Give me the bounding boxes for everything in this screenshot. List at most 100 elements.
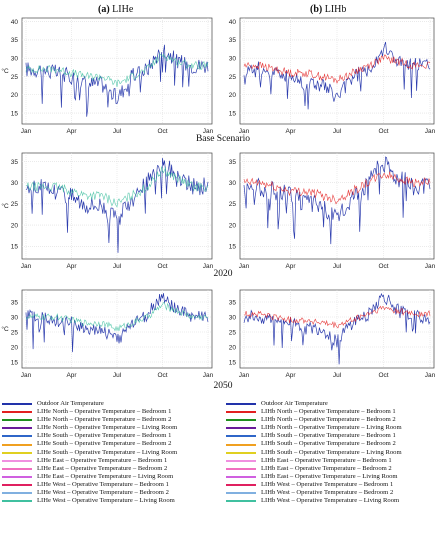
y-tick-label: 15 (11, 110, 19, 117)
series-line (243, 305, 431, 329)
legend-right-entry: LIHb West – Operative Temperature – Bedr… (226, 489, 402, 497)
y-tick-label: 15 (11, 244, 19, 251)
legend-right-entry: LIHb East – Operative Temperature – Livi… (226, 473, 402, 481)
column-letter-left: (a) (98, 4, 110, 15)
y-tick-label: 30 (11, 56, 19, 63)
chart-panel: 15 20 25 30 35 Jan Apr Jul Oct Jan (229, 152, 436, 270)
legend-label: LIHb South – Operative Temperature – Bed… (261, 432, 396, 440)
y-tick-label: 20 (229, 92, 237, 99)
legend-label: LIHb West – Operative Temperature – Livi… (261, 497, 400, 505)
legend-label: LIHe East – Operative Temperature – Bedr… (37, 464, 168, 472)
x-tick-label: Jul (333, 128, 342, 135)
legend-left: Outdoor Air Temperature LIHe North – Oper… (2, 400, 177, 505)
legend-swatch (2, 467, 32, 470)
legend-label: Outdoor Air Temperature (261, 400, 328, 407)
series-line (243, 156, 431, 245)
y-axis-label: °C (1, 325, 9, 333)
legend-swatch (226, 435, 256, 438)
legend-swatch (2, 435, 32, 438)
x-tick-label: Oct (157, 128, 167, 135)
legend-swatch (226, 403, 256, 406)
y-tick-label: 40 (11, 19, 19, 26)
column-name-right: LIHb (324, 4, 347, 15)
legend-swatch (226, 492, 256, 495)
series-line (25, 293, 209, 353)
x-tick-label: Jan (425, 128, 436, 135)
x-tick-label: Jan (203, 263, 214, 270)
y-tick-label: 25 (11, 329, 19, 336)
legend-right-entry: LIHb South – Operative Temperature – Liv… (226, 449, 402, 457)
x-tick-label: Apr (285, 128, 296, 135)
legend-right-entry: LIHb South – Operative Temperature – Bed… (226, 440, 402, 448)
legend-label: LIHe West – Operative Temperature – Livi… (37, 497, 175, 505)
x-tick-label: Apr (285, 263, 296, 270)
y-tick-label: 35 (229, 159, 237, 166)
series-line (25, 44, 209, 117)
legend-left-entry: LIHe South – Operative Temperature – Bed… (2, 432, 177, 440)
legend-left-entry: LIHe South – Operative Temperature – Bed… (2, 440, 177, 448)
x-tick-label: Jul (113, 128, 122, 135)
x-tick-label: Jan (203, 128, 214, 135)
y-tick-label: 35 (11, 159, 19, 166)
x-tick-label: Jul (333, 263, 342, 270)
chart-panel: 15 20 25 30 35 40 Jan Apr Jul Oct Jan (229, 17, 436, 135)
legend-label: LIHb West – Operative Temperature – Bedr… (261, 489, 394, 497)
legend-label: LIHb West – Operative Temperature – Bedr… (261, 480, 394, 488)
series-line (243, 54, 431, 84)
legend-right-entry: LIHb North – Operative Temperature – Liv… (226, 424, 402, 432)
x-tick-label: Oct (378, 263, 388, 270)
legend-swatch (2, 475, 32, 478)
legend-label: LIHb South – Operative Temperature – Bed… (261, 440, 396, 448)
series-line (243, 171, 431, 205)
y-tick-label: 20 (11, 344, 19, 351)
series-line (25, 166, 209, 208)
legend-right-entry: LIHb North – Operative Temperature – Bed… (226, 416, 402, 424)
legend-left-entry: LIHe East – Operative Temperature – Livi… (2, 473, 177, 481)
y-tick-label: 20 (229, 344, 237, 351)
legend-right-entry: Outdoor Air Temperature (226, 400, 402, 408)
legend-label: LIHe South – Operative Temperature – Bed… (37, 432, 172, 440)
legend-swatch (226, 475, 256, 478)
x-tick-label: Oct (157, 263, 167, 270)
x-tick-label: Jul (113, 263, 122, 270)
x-tick-label: Jan (239, 128, 250, 135)
scenario-label-2050: 2050 (213, 381, 233, 391)
legend-swatch (226, 500, 256, 503)
y-tick-label: 35 (11, 37, 19, 44)
chart-panel: 15 20 25 30 35 Jan Apr Jul Oct Jan °C (1, 152, 214, 270)
chart-panel: 15 20 25 30 35 40 Jan Apr Jul Oct Jan °C (1, 17, 214, 135)
legend-right-entry: LIHb East – Operative Temperature – Bedr… (226, 465, 402, 473)
legend-label: LIHe North – Operative Temperature – Liv… (37, 424, 178, 432)
y-tick-label: 30 (229, 180, 237, 187)
legend-label: LIHb East – Operative Temperature – Livi… (261, 472, 398, 480)
legend-swatch (2, 443, 32, 446)
legend-swatch (2, 459, 32, 462)
x-tick-label: Apr (66, 372, 77, 379)
y-tick-label: 20 (11, 222, 19, 229)
x-tick-label: Jan (239, 263, 250, 270)
column-letter-right: (b) (310, 4, 323, 15)
series-line (25, 53, 209, 88)
legend-swatch (226, 451, 256, 454)
legend-label: LIHe South – Operative Temperature – Bed… (37, 440, 172, 448)
legend-left-entry: LIHe North – Operative Temperature – Bed… (2, 408, 177, 416)
y-tick-label: 25 (229, 74, 237, 81)
legend-swatch (2, 451, 32, 454)
scenario-label-2020: 2020 (213, 269, 233, 279)
legend-left-entry: Outdoor Air Temperature (2, 400, 177, 408)
legend-left-entry: LIHe North – Operative Temperature – Liv… (2, 424, 177, 432)
legend-swatch (226, 459, 256, 462)
y-tick-label: 30 (229, 56, 237, 63)
legend-left-entry: LIHe West – Operative Temperature – Livi… (2, 497, 177, 505)
y-tick-label: 20 (229, 222, 237, 229)
legend-right-entry: LIHb East – Operative Temperature – Bedr… (226, 457, 402, 465)
y-tick-label: 35 (11, 299, 19, 306)
legend-label: LIHb East – Operative Temperature – Bedr… (261, 456, 392, 464)
y-tick-label: 30 (11, 180, 19, 187)
y-tick-label: 30 (229, 314, 237, 321)
legend-swatch (226, 419, 256, 422)
y-tick-label: 35 (229, 299, 237, 306)
legend-swatch (226, 443, 256, 446)
y-tick-label: 25 (229, 201, 237, 208)
y-tick-label: 25 (229, 329, 237, 336)
